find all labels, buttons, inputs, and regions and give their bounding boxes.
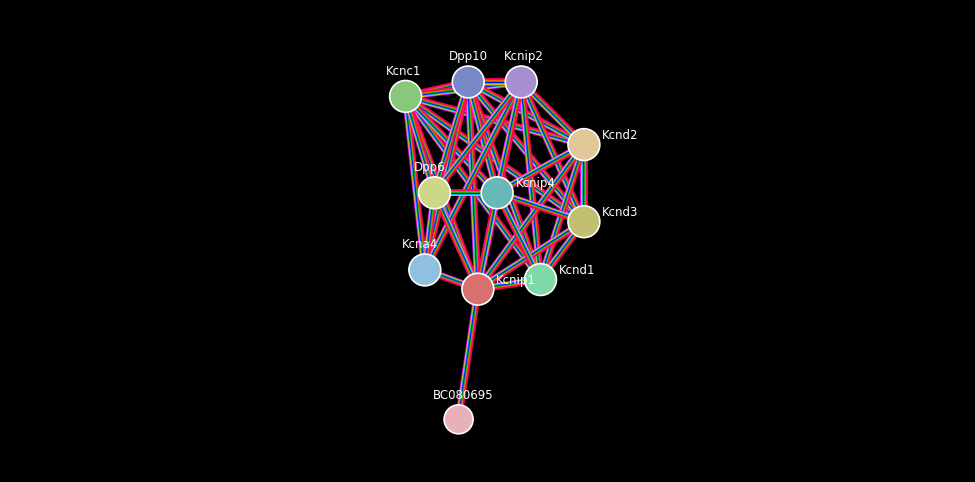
Text: Kcnip2: Kcnip2 <box>504 50 544 63</box>
Circle shape <box>482 177 513 209</box>
Circle shape <box>452 66 485 98</box>
Text: Dpp10: Dpp10 <box>448 50 488 63</box>
Text: Kcnd3: Kcnd3 <box>603 206 639 219</box>
Circle shape <box>445 405 473 434</box>
Text: Kcnd2: Kcnd2 <box>603 129 639 142</box>
Text: Kcnc1: Kcnc1 <box>385 65 421 78</box>
Circle shape <box>418 177 450 209</box>
Circle shape <box>525 264 557 295</box>
Circle shape <box>390 80 421 112</box>
Text: Kcna4: Kcna4 <box>402 238 438 251</box>
Text: Dpp6: Dpp6 <box>413 161 446 174</box>
Circle shape <box>568 206 600 238</box>
Text: Kcnip4: Kcnip4 <box>516 177 556 190</box>
Circle shape <box>409 254 441 286</box>
Text: BC080695: BC080695 <box>433 389 493 402</box>
Circle shape <box>505 66 537 98</box>
Circle shape <box>462 273 493 305</box>
Text: Kcnip1: Kcnip1 <box>496 274 536 287</box>
Circle shape <box>568 129 600 161</box>
Text: Kcnd1: Kcnd1 <box>559 264 596 277</box>
